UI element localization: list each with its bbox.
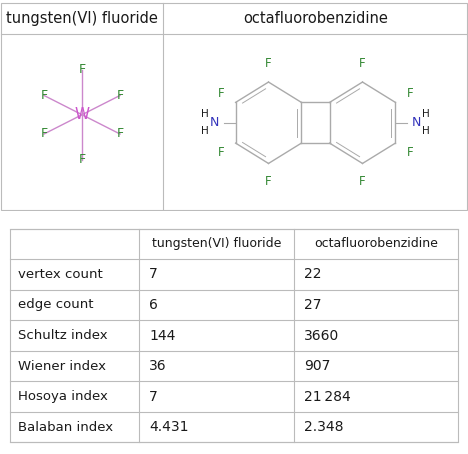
Text: F: F xyxy=(79,153,86,166)
Text: F: F xyxy=(407,87,414,100)
Text: 21 284: 21 284 xyxy=(304,390,351,404)
Text: 2.348: 2.348 xyxy=(304,420,344,434)
Text: tungsten(VI) fluoride: tungsten(VI) fluoride xyxy=(152,237,281,251)
Text: F: F xyxy=(265,57,272,70)
Text: 27: 27 xyxy=(304,298,322,312)
Text: H: H xyxy=(201,109,209,119)
Text: F: F xyxy=(359,57,366,70)
Text: F: F xyxy=(218,87,224,100)
Text: N: N xyxy=(412,116,422,129)
Text: N: N xyxy=(209,116,219,129)
Text: Balaban index: Balaban index xyxy=(18,420,113,434)
Text: F: F xyxy=(117,128,124,140)
Text: Wiener index: Wiener index xyxy=(18,360,106,373)
Text: 4.431: 4.431 xyxy=(149,420,189,434)
Text: Hosoya index: Hosoya index xyxy=(18,390,108,403)
Text: F: F xyxy=(218,146,224,159)
Text: F: F xyxy=(40,89,48,102)
Text: Schultz index: Schultz index xyxy=(18,329,107,342)
Text: 36: 36 xyxy=(149,359,167,373)
Text: W: W xyxy=(74,107,89,122)
Text: tungsten(VI) fluoride: tungsten(VI) fluoride xyxy=(6,11,157,26)
Text: 7: 7 xyxy=(149,267,158,281)
Text: F: F xyxy=(407,146,414,159)
Text: 7: 7 xyxy=(149,390,158,404)
Text: 144: 144 xyxy=(149,329,176,342)
Text: 3660: 3660 xyxy=(304,329,339,342)
Text: H: H xyxy=(422,126,430,136)
Text: 6: 6 xyxy=(149,298,158,312)
Text: 907: 907 xyxy=(304,359,330,373)
Text: H: H xyxy=(201,126,209,136)
Text: octafluorobenzidine: octafluorobenzidine xyxy=(243,11,388,26)
Text: F: F xyxy=(79,63,86,76)
Text: vertex count: vertex count xyxy=(18,268,102,281)
Text: F: F xyxy=(359,175,366,188)
Text: octafluorobenzidine: octafluorobenzidine xyxy=(314,237,438,251)
Text: F: F xyxy=(117,89,124,102)
Text: F: F xyxy=(40,128,48,140)
Text: edge count: edge count xyxy=(18,298,93,311)
Text: F: F xyxy=(265,175,272,188)
Text: 22: 22 xyxy=(304,267,322,281)
Text: H: H xyxy=(422,109,430,119)
